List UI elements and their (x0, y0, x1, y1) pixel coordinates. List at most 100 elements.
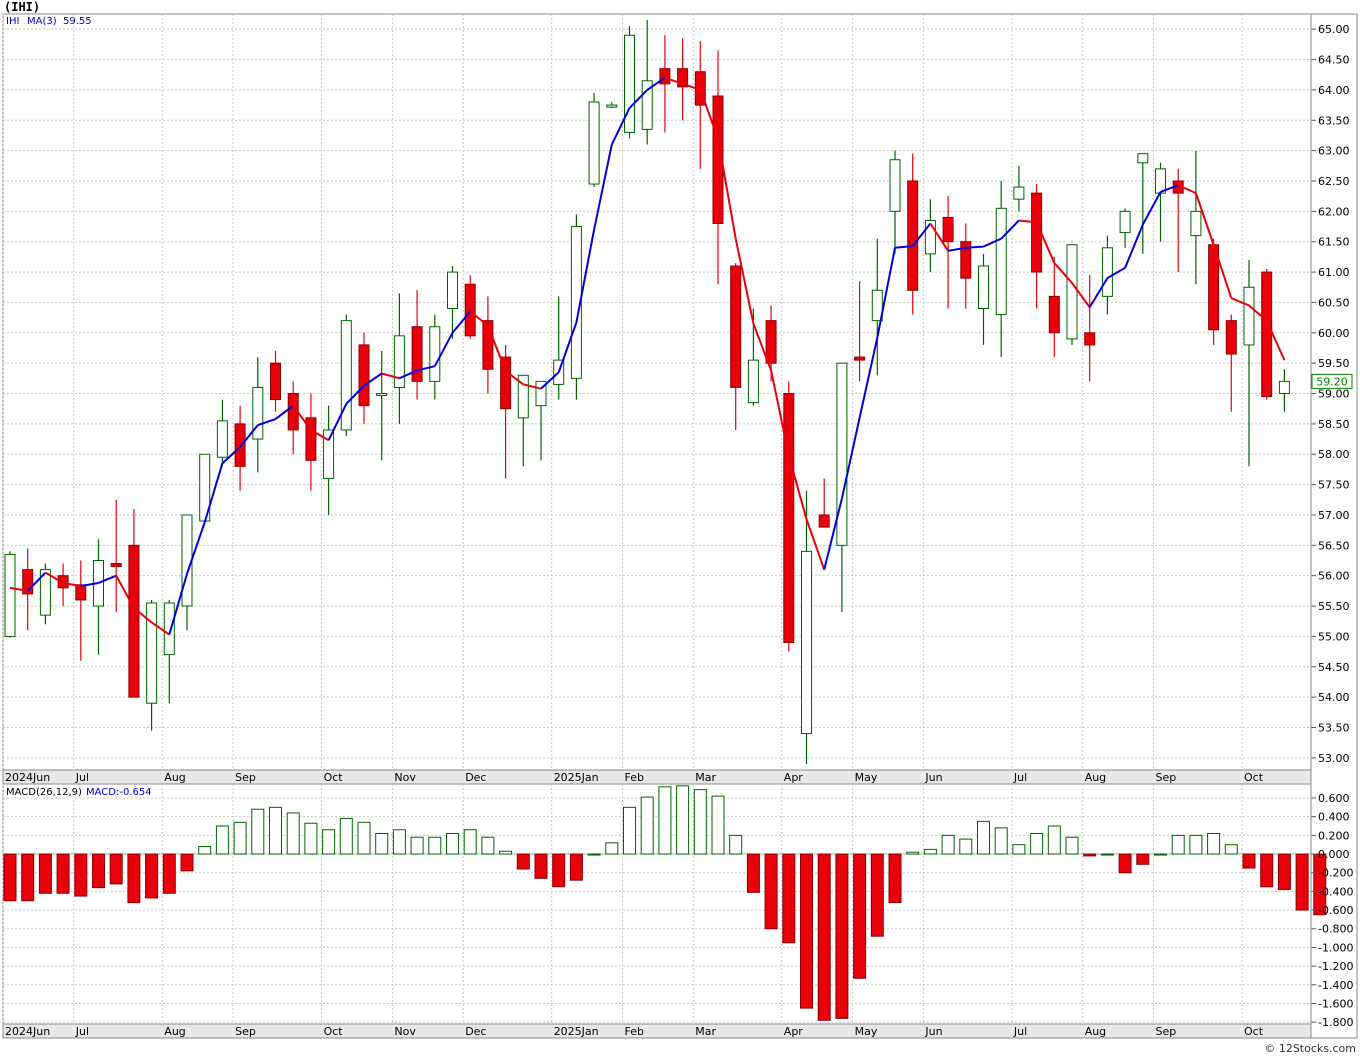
macd-bar-positive (658, 786, 672, 855)
price-tick-label: 55.50 (1318, 600, 1350, 613)
x-tick-label: 2024Jun (5, 771, 50, 784)
ma-segment (416, 365, 436, 372)
ma-segment (80, 581, 99, 587)
macd-bar-positive (304, 822, 318, 855)
x-tick-label: Sep (1156, 1025, 1177, 1038)
candle-body (146, 602, 158, 704)
ma-segment (257, 418, 276, 427)
macd-tick-label: 0.400 (1318, 811, 1350, 824)
ma-segment (398, 369, 418, 380)
ma-segment (1265, 320, 1286, 361)
macd-bar-positive (941, 834, 955, 855)
candle-body (871, 289, 883, 322)
candle-body (110, 563, 122, 568)
price-tick-label: 57.50 (1318, 479, 1350, 492)
macd-tick-label: -1.000 (1318, 941, 1353, 954)
macd-bar-negative (569, 853, 583, 881)
macd-tick-label: -0.600 (1318, 904, 1353, 917)
x-tick-label: Jul (75, 1025, 89, 1038)
macd-bar-positive (959, 838, 973, 855)
macd-bar-negative (1260, 853, 1274, 888)
ma-segment (965, 245, 984, 249)
ma-segment (787, 455, 808, 520)
macd-bar-positive (463, 829, 477, 855)
macd-bar-positive (481, 836, 495, 855)
candle-body (393, 335, 405, 388)
ma-segment (540, 371, 560, 390)
macd-bar-positive (198, 846, 212, 855)
macd-bar-positive (1047, 825, 1061, 855)
candle-body (995, 207, 1007, 316)
candle-body (889, 159, 901, 212)
candle-body (924, 219, 936, 255)
macd-bar-positive (375, 832, 389, 855)
last-price-box (1311, 373, 1353, 389)
candle-body (1066, 244, 1078, 340)
candle-body (500, 356, 512, 410)
price-grid (2, 14, 1311, 770)
x-tick-label: Sep (235, 1025, 256, 1038)
macd-tick-label: 0.200 (1318, 829, 1350, 842)
candle-body (163, 602, 175, 656)
macd-bar-positive (711, 795, 725, 855)
candle-body (464, 283, 476, 337)
macd-bar-positive (923, 848, 937, 855)
macd-bar-negative (92, 853, 105, 889)
macd-bar-positive (729, 834, 743, 855)
ma-segment (840, 417, 861, 499)
price-tick-label: 56.50 (1318, 539, 1350, 552)
ma-segment (363, 372, 383, 387)
x-tick-label: May (855, 1025, 878, 1038)
ma-segment (1212, 244, 1233, 299)
candle-body (570, 226, 582, 379)
ma-segment (381, 372, 400, 380)
macd-bar-positive (357, 821, 371, 855)
macd-bar-negative (74, 853, 88, 897)
x-tick-label: Nov (394, 1025, 416, 1038)
price-tick-label: 63.50 (1318, 114, 1350, 127)
macd-x-axis: 2024Jun Jul Aug Sep Oct Nov Dec 2025Jan Feb Mar Ap… (2, 1023, 1312, 1039)
macd-panel-frame (2, 783, 1312, 1025)
x-tick-label: Apr (784, 771, 804, 784)
macd-bar-negative (180, 853, 194, 872)
x-tick-label: Aug (1085, 1025, 1106, 1038)
candle-body (747, 359, 759, 404)
candle-body (1155, 168, 1166, 194)
ma-segment (203, 463, 224, 523)
ma-segment (1160, 184, 1179, 193)
macd-tick-label: -0.200 (1318, 867, 1353, 880)
macd-bar-negative (516, 853, 530, 870)
candle-body (1261, 271, 1273, 398)
ma-segment (1124, 224, 1144, 269)
macd-bar-negative (162, 853, 176, 894)
macd-grid (2, 784, 1311, 1024)
candle-body (1137, 153, 1149, 164)
ma-segment (327, 403, 348, 441)
candle-body (429, 326, 441, 382)
candle-body (252, 386, 264, 440)
x-tick-label: Mar (695, 771, 716, 784)
macd-bar-positive (1207, 832, 1221, 855)
ma-segment (292, 405, 312, 431)
ma-segment (274, 404, 294, 420)
macd-bar-negative (746, 853, 760, 893)
candle-body (907, 180, 919, 291)
x-tick-label: Aug (164, 1025, 185, 1038)
macd-bar-positive (1030, 832, 1044, 855)
ma-segment (894, 244, 913, 249)
ma-segment (770, 370, 790, 456)
legend-ma-value: 59.55 (63, 16, 92, 27)
x-tick-label: Jul (1013, 1025, 1027, 1038)
price-tick-label: 57.00 (1318, 509, 1350, 522)
candle-body (942, 216, 954, 243)
price-tick-label: 63.00 (1318, 145, 1350, 158)
macd-bar-positive (906, 851, 920, 855)
x-tick-label: Aug (164, 771, 185, 784)
x-tick-label: Oct (324, 771, 344, 784)
candle-body (765, 320, 777, 364)
last-price-marker: 59.20 (1311, 373, 1353, 389)
ma-segment (451, 310, 471, 334)
price-tick-label: 56.00 (1318, 570, 1350, 583)
x-tick-label: Jun (924, 771, 942, 784)
ma-segment (239, 424, 259, 448)
